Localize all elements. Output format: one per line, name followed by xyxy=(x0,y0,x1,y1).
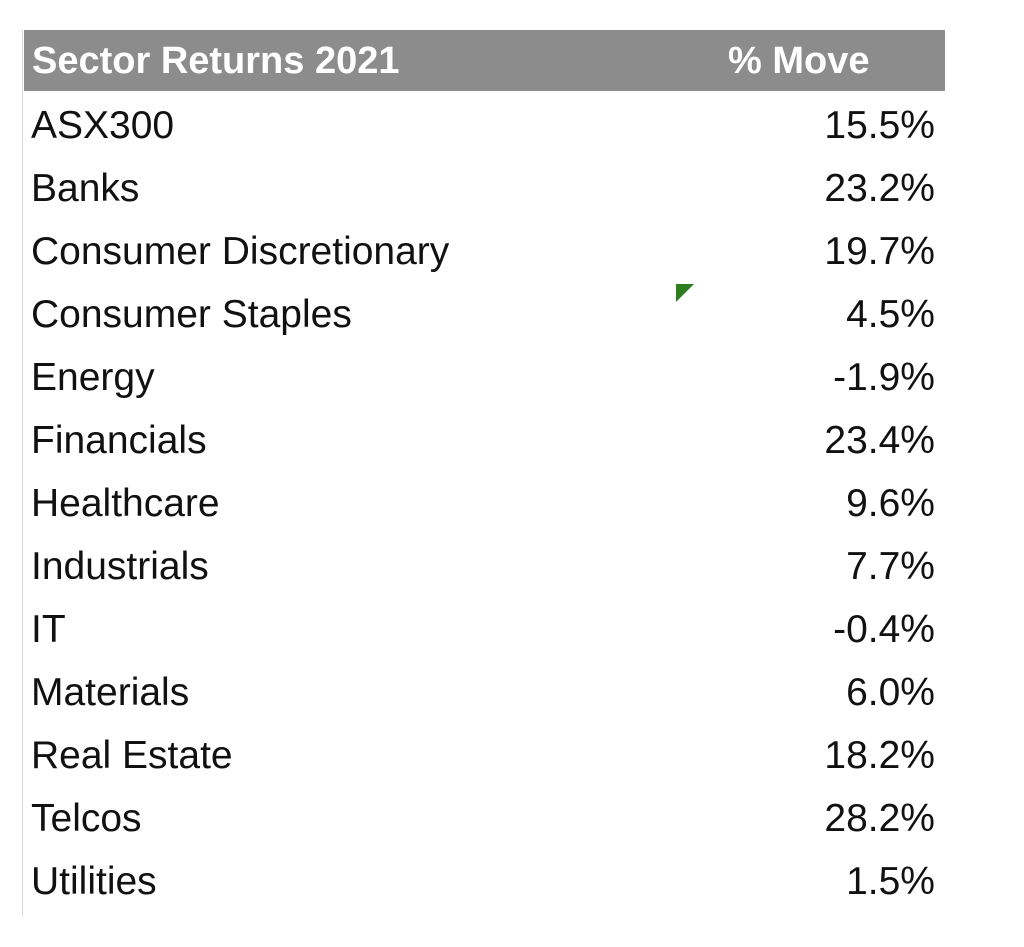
sector-move-cell[interactable]: 23.2% xyxy=(824,167,935,210)
sector-name-cell[interactable]: Energy xyxy=(31,356,155,399)
sector-name-cell[interactable]: Consumer Discretionary xyxy=(31,230,450,273)
sector-name-cell[interactable]: Industrials xyxy=(31,545,209,588)
table-row[interactable]: Healthcare 9.6% xyxy=(24,474,945,537)
sector-move-cell[interactable]: 4.5% xyxy=(846,293,935,336)
table-row[interactable]: Telcos 28.2% xyxy=(24,789,945,852)
header-sector-cell[interactable]: Sector Returns 2021 xyxy=(32,40,400,82)
table-row[interactable]: Banks 23.2% xyxy=(24,159,945,222)
sector-name-cell[interactable]: Healthcare xyxy=(31,482,220,525)
table-row[interactable]: Real Estate 18.2% xyxy=(24,726,945,789)
sector-name-cell[interactable]: Consumer Staples xyxy=(31,293,352,336)
table-row[interactable]: IT -0.4% xyxy=(24,600,945,663)
sector-name-cell[interactable]: Materials xyxy=(31,671,190,714)
sector-move-cell[interactable]: 7.7% xyxy=(846,545,935,588)
table-row[interactable]: Utilities 1.5% xyxy=(24,852,945,915)
sector-name-cell[interactable]: Telcos xyxy=(31,797,142,840)
comment-indicator-icon xyxy=(676,284,694,302)
table-row[interactable]: Industrials 7.7% xyxy=(24,537,945,600)
sector-name-cell[interactable]: Banks xyxy=(31,167,140,210)
sector-move-cell[interactable]: 9.6% xyxy=(846,482,935,525)
table-row[interactable]: ASX300 15.5% xyxy=(24,96,945,159)
sector-move-cell[interactable]: 23.4% xyxy=(824,419,935,462)
sector-move-cell[interactable]: -0.4% xyxy=(833,608,935,651)
sector-name-cell[interactable]: ASX300 xyxy=(31,104,175,147)
table-row[interactable]: Consumer Staples 4.5% xyxy=(24,285,945,348)
sector-move-cell[interactable]: 15.5% xyxy=(824,104,935,147)
sector-move-cell[interactable]: 6.0% xyxy=(846,671,935,714)
sector-name-cell[interactable]: IT xyxy=(31,608,66,651)
table-row[interactable]: Financials 23.4% xyxy=(24,411,945,474)
table-header-row[interactable]: Sector Returns 2021 % Move xyxy=(24,30,945,91)
table-row[interactable]: Energy -1.9% xyxy=(24,348,945,411)
sector-move-cell[interactable]: 28.2% xyxy=(824,797,935,840)
table-row[interactable]: Materials 6.0% xyxy=(24,663,945,726)
sector-move-cell[interactable]: -1.9% xyxy=(833,356,935,399)
table-row[interactable]: Consumer Discretionary 19.7% xyxy=(24,222,945,285)
sector-name-cell[interactable]: Financials xyxy=(31,419,207,462)
sector-move-cell[interactable]: 1.5% xyxy=(846,860,935,903)
sector-name-cell[interactable]: Utilities xyxy=(31,860,157,903)
sheet-left-border xyxy=(22,30,23,916)
sector-name-cell[interactable]: Real Estate xyxy=(31,734,233,777)
sector-move-cell[interactable]: 18.2% xyxy=(824,734,935,777)
sector-move-cell[interactable]: 19.7% xyxy=(824,230,935,273)
header-move-cell[interactable]: % Move xyxy=(728,40,870,82)
